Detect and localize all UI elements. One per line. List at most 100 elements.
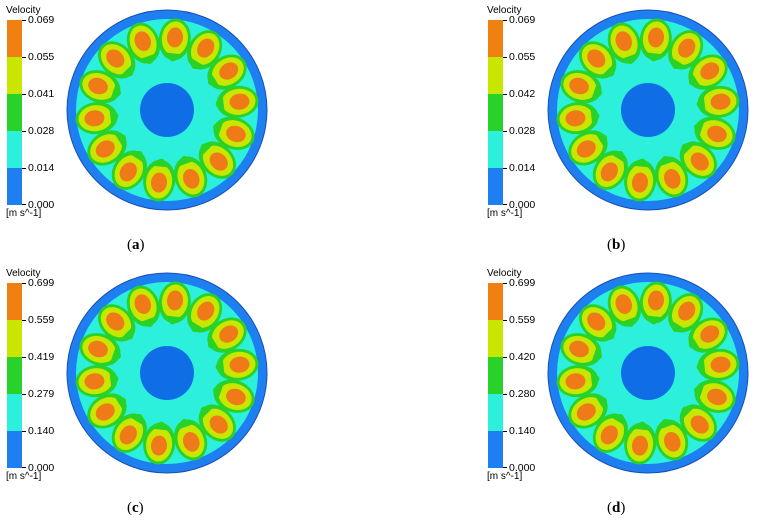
lobe-tail (200, 406, 213, 419)
lobe-band-orange (615, 31, 632, 51)
lobe-band-orange (647, 27, 665, 48)
legend-tick-label: 0.000 (509, 199, 536, 211)
lobe-band-orange (707, 125, 727, 143)
lobe-band-orange (569, 77, 589, 95)
legend-tick-label: 0.041 (28, 88, 55, 100)
legend-color-band (7, 394, 22, 431)
lobe-tail (634, 421, 649, 431)
legend-tick-label: 0.699 (28, 277, 55, 289)
lobe-tail (213, 385, 224, 399)
lobe-tail (602, 327, 615, 340)
caption: (a) (127, 237, 145, 253)
legend-tick-label: 0.699 (509, 277, 536, 289)
lobe-band-orange (219, 325, 239, 343)
lobe-band-orange (88, 340, 108, 358)
lobe-band-orange (119, 162, 137, 182)
legend-tick-label: 0.000 (28, 199, 55, 211)
velocity-lobe (173, 156, 208, 198)
velocity-lobe (624, 158, 657, 202)
lobe-band-orange (569, 340, 589, 358)
legend-tick-mark (22, 320, 26, 321)
lobe-band-orange (576, 140, 596, 158)
lobe-band-orange (229, 93, 250, 110)
lobe-band-orange (183, 432, 200, 452)
velocity-lobe (624, 421, 657, 465)
lobe-band-orange (95, 403, 115, 421)
velocity-lobe (87, 393, 127, 429)
legend-tick-label: 0.420 (509, 351, 536, 363)
panel-b: Velocity 0.069 0.055 0.042 0.028 0.014 0… (481, 0, 763, 263)
lobe-tail (660, 419, 674, 430)
velocity-lobe (607, 285, 642, 327)
legend-tick-mark (22, 57, 26, 58)
velocity-lobe (75, 365, 119, 398)
lobe-band-orange (631, 172, 649, 193)
panel-c: Velocity 0.699 0.559 0.419 0.279 0.140 0… (0, 263, 380, 526)
velocity-lobe (688, 54, 728, 90)
legend-tick-label: 0.014 (509, 162, 536, 174)
velocity-lobe (696, 348, 740, 381)
velocity-lobe (126, 285, 161, 327)
legend-tick-label: 0.069 (509, 14, 536, 26)
lobe-tail (166, 52, 181, 62)
lobe-band-orange (576, 403, 596, 421)
lobe-band-orange (150, 435, 168, 456)
legend-color-band (7, 431, 22, 468)
legend-tick-mark (503, 94, 507, 95)
legend-tick-mark (503, 131, 507, 132)
velocity-lobe (79, 70, 121, 104)
velocity-lobe (187, 30, 223, 70)
legend-tick-mark (22, 168, 26, 169)
legend-tick-mark (22, 131, 26, 132)
lobe-band-orange (219, 62, 239, 80)
lobe-band-orange (678, 301, 696, 321)
lobe-tail (153, 421, 168, 431)
caption: (b) (607, 237, 626, 253)
lobe-tail (190, 57, 204, 69)
velocity-lobe (694, 116, 736, 150)
lobe-band-orange (84, 110, 105, 127)
legend-unit: [m s^-1] (6, 471, 42, 482)
velocity-lobe (560, 333, 602, 367)
lobe-band-orange (226, 125, 246, 143)
lobe-tail (596, 397, 608, 410)
legend-color-band (488, 94, 503, 131)
lobe-tail (121, 64, 134, 77)
lobe-tail (153, 158, 168, 168)
legend-tick-mark (503, 431, 507, 432)
legend-tick-label: 0.055 (509, 51, 536, 63)
lobe-band-orange (229, 356, 250, 373)
legend-tick-label: 0.140 (509, 425, 536, 437)
lobe-band-orange (600, 162, 618, 182)
legend-tick-label: 0.140 (28, 425, 55, 437)
velocity-lobe (592, 413, 628, 453)
lobe-tail (109, 372, 119, 387)
velocity-lobe (639, 281, 672, 325)
domain-boundary (66, 272, 268, 474)
velocity-lobe (87, 130, 127, 166)
lobe-tail (681, 143, 694, 156)
lobe-band-orange (209, 152, 228, 171)
lobe-tail (591, 84, 602, 98)
lobe-tail (130, 414, 144, 426)
legend-tick-label: 0.028 (28, 125, 55, 137)
legend-tick-mark (503, 20, 507, 21)
domain-boundary (547, 272, 749, 474)
lobe-band-orange (690, 152, 709, 171)
caption: (d) (607, 500, 626, 516)
legend-tick-mark (22, 431, 26, 432)
legend-unit: [m s^-1] (487, 471, 523, 482)
lobe-tail (179, 156, 193, 167)
velocity-lobe (688, 317, 728, 353)
legend-tick-label: 0.014 (28, 162, 55, 174)
legend-tick-mark (22, 394, 26, 395)
lobe-band-orange (700, 62, 720, 80)
lobe-tail (166, 315, 181, 325)
velocity-lobe (111, 150, 147, 190)
velocity-lobe (143, 421, 176, 465)
legend-tick-label: 0.000 (28, 462, 55, 474)
lobe-band-orange (84, 373, 105, 390)
legend-tick-mark (503, 357, 507, 358)
velocity-lobe (75, 102, 119, 135)
lobe-tail (110, 84, 121, 98)
